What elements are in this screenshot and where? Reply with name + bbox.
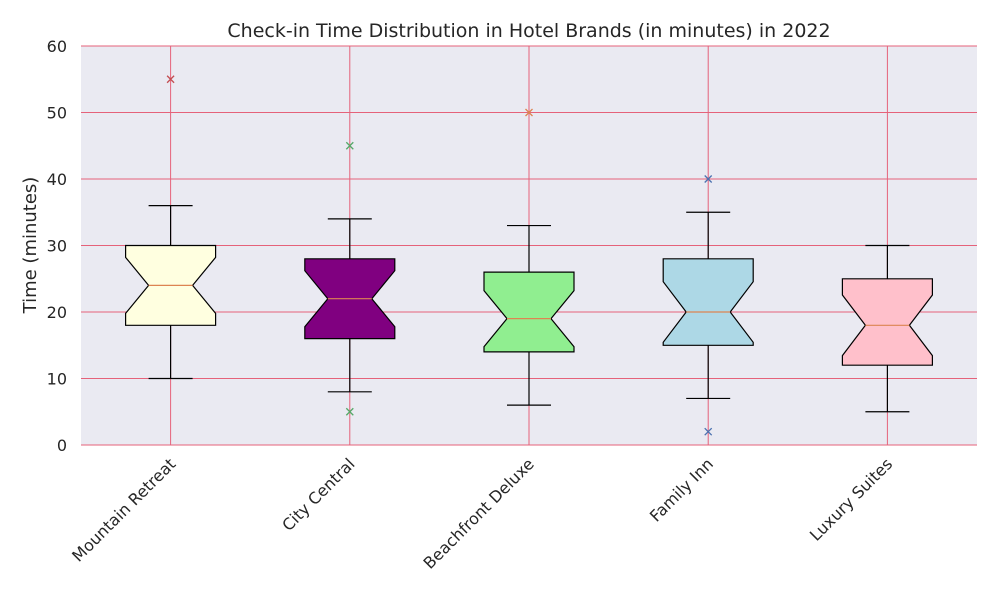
box-body (662, 258, 754, 346)
outlier-point (525, 108, 533, 117)
x-tick-label: Luxury Suites (806, 454, 896, 544)
boxes-layer (124, 75, 934, 436)
x-tick-label: Family Inn (646, 454, 717, 525)
y-tick-label: 30 (47, 237, 67, 256)
y-axis-label: Time (minutes) (20, 177, 41, 315)
x-tick-label: Mountain Retreat (68, 454, 179, 565)
box-mountain-retreat (124, 75, 217, 380)
y-tick-label: 40 (47, 170, 67, 189)
outlier-point (704, 175, 713, 183)
box-beachfront-deluxe (483, 108, 575, 406)
y-tick-label: 60 (47, 37, 67, 56)
x-tick-label: City Central (278, 454, 358, 534)
outlier-point (345, 407, 354, 416)
chart-title: Check-in Time Distribution in Hotel Bran… (227, 20, 830, 42)
box-luxury-suites (841, 244, 934, 413)
outlier-point (704, 427, 713, 436)
y-tick-label: 50 (47, 104, 67, 123)
box-city-central (304, 141, 396, 416)
outlier-point (166, 75, 175, 84)
box-body (841, 278, 934, 366)
x-tick-label: Beachfront Deluxe (420, 454, 538, 572)
outlier-point (345, 141, 354, 150)
y-tick-label: 10 (47, 370, 67, 389)
y-tick-label: 0 (57, 436, 67, 455)
y-tick-label: 20 (47, 303, 67, 322)
box-body (483, 271, 575, 353)
box-family-inn (662, 175, 754, 436)
